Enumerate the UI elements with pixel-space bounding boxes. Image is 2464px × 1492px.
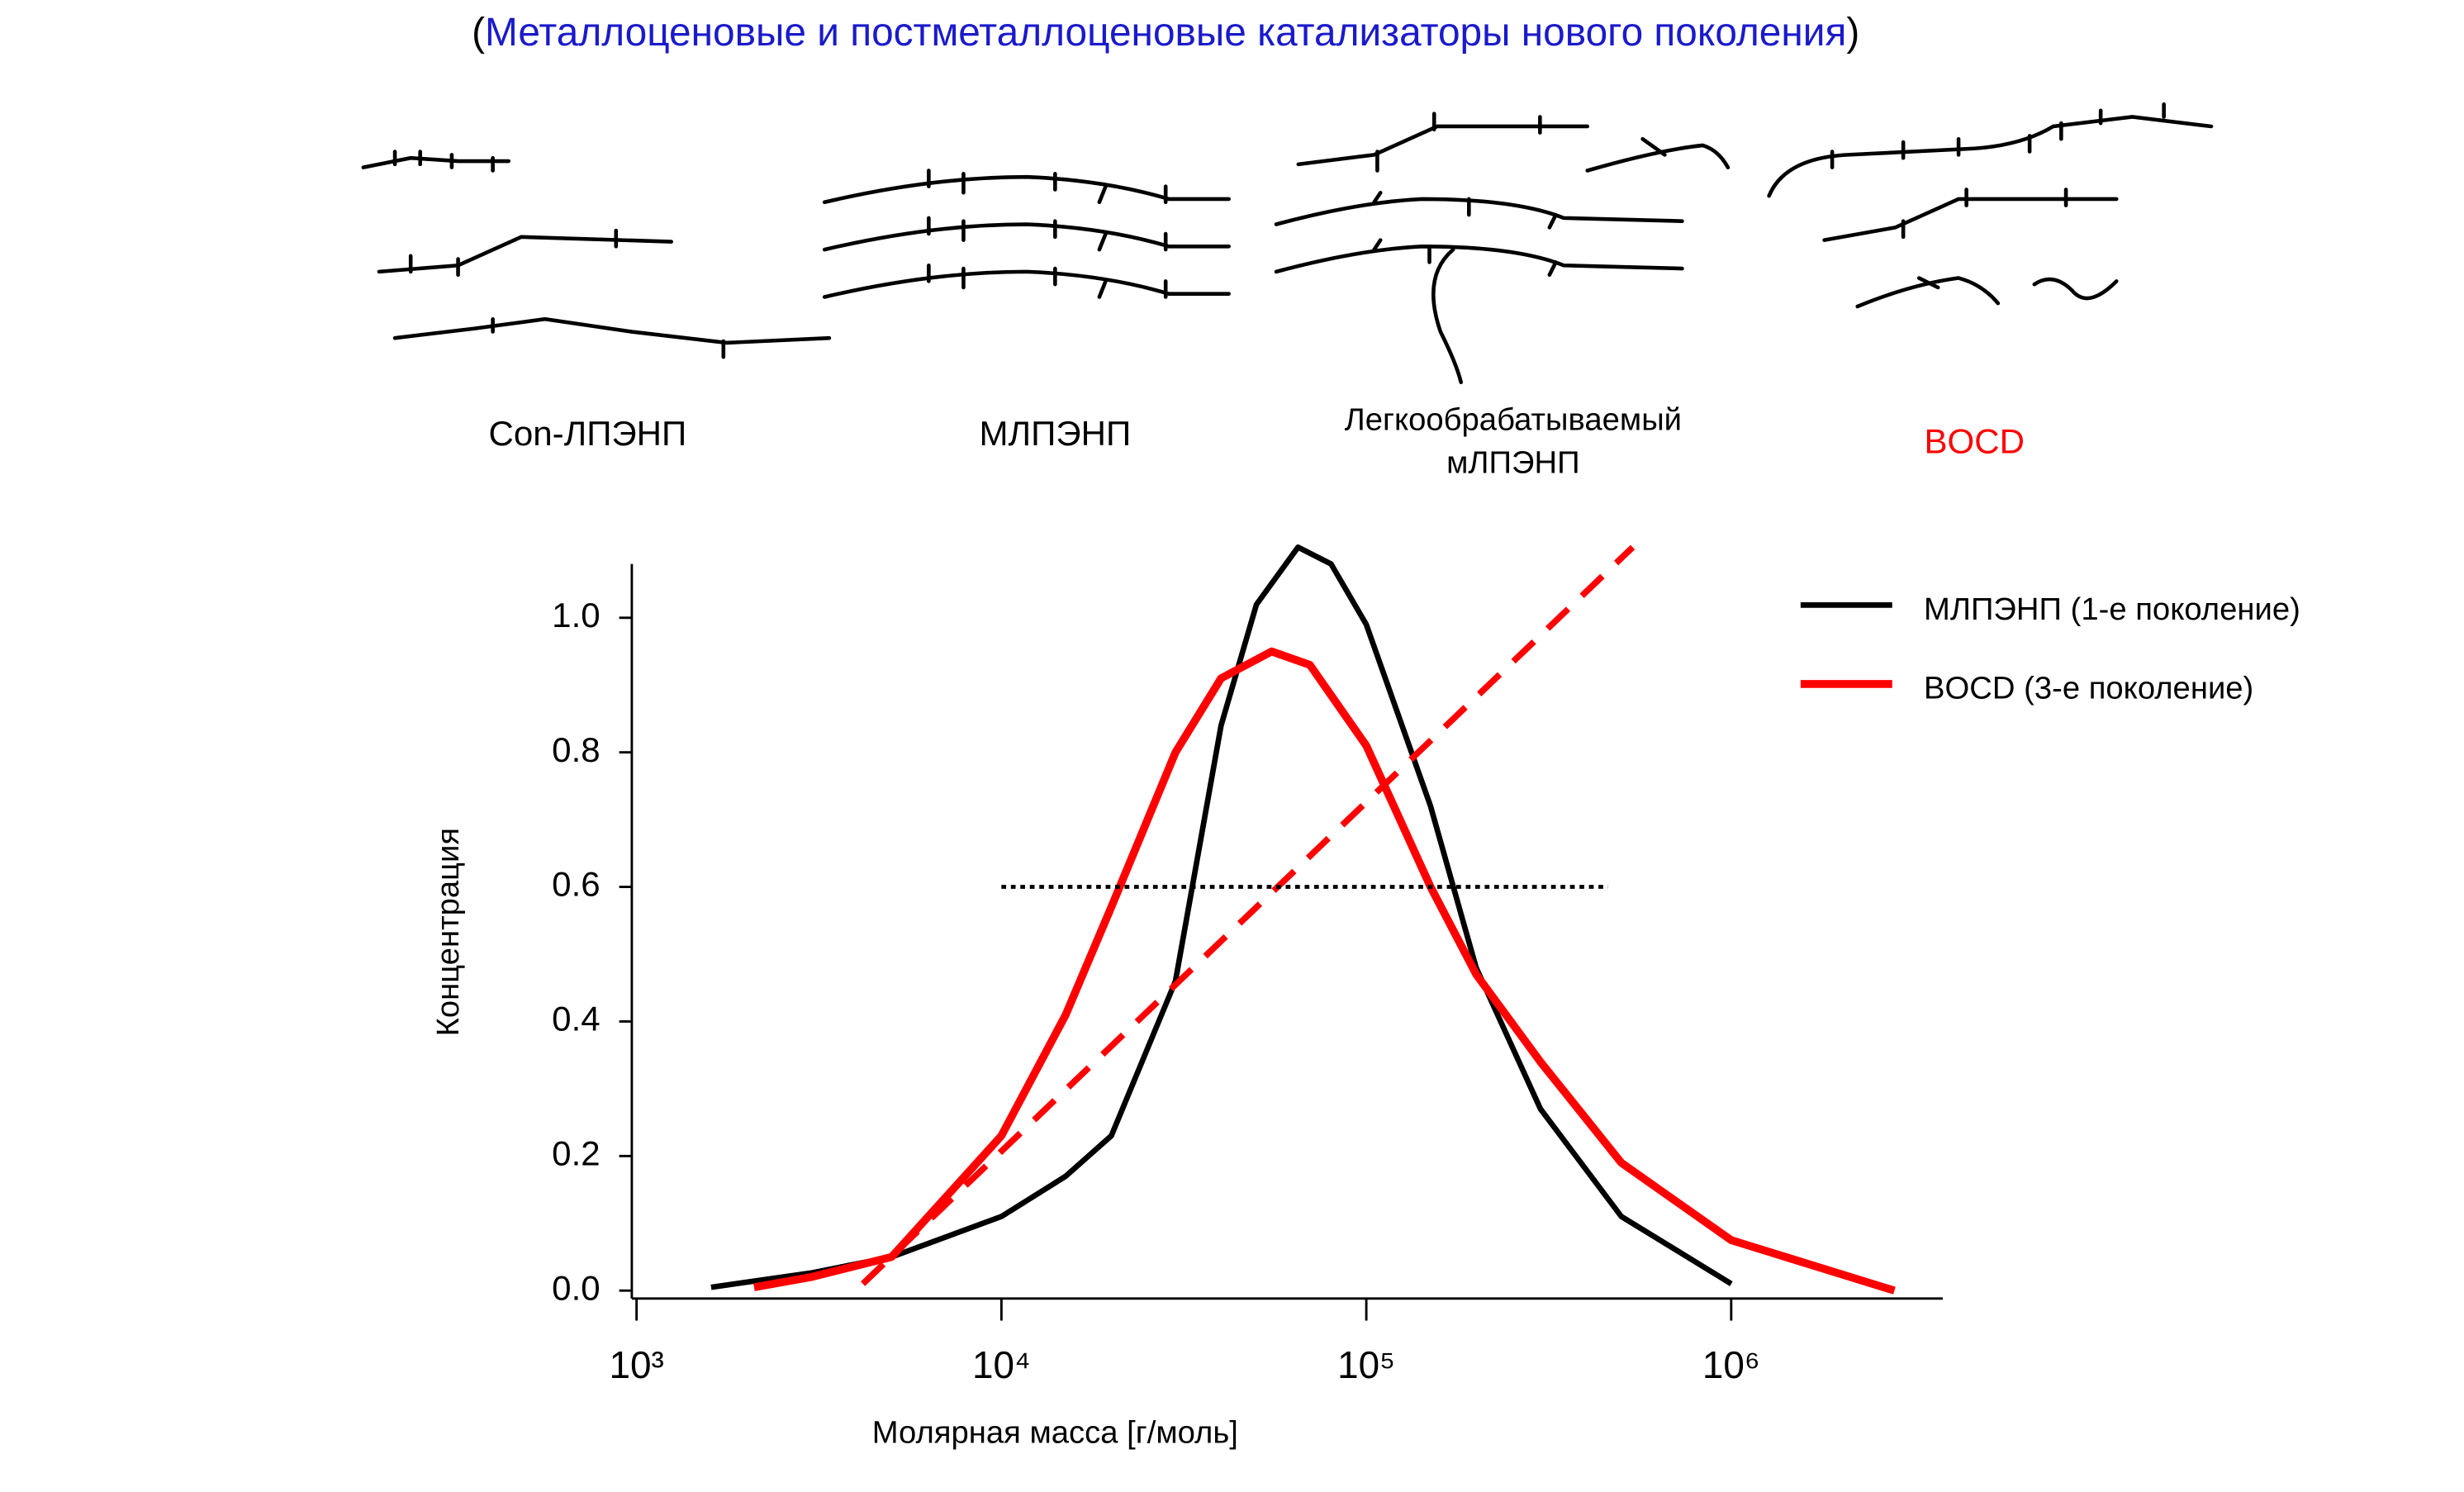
paren: ( — [472, 11, 485, 55]
series-line — [710, 544, 1733, 1290]
y-tick-label: 0.0 — [552, 1268, 600, 1307]
structure-label: МЛПЭНП — [980, 414, 1132, 453]
x-axis-label: Молярная масса [г/моль] — [872, 1414, 1238, 1450]
x-tick-label: 10⁴ — [972, 1343, 1031, 1386]
structure-label: BOCD — [1924, 421, 2024, 460]
y-axis-label: Концентрация — [430, 828, 466, 1037]
series-line — [753, 647, 1896, 1295]
title-text: Металлоценовые и постметаллоценовые ката… — [485, 11, 1846, 55]
y-tick-label: 0.2 — [552, 1133, 600, 1172]
x-tick-label: 10⁵ — [1337, 1343, 1395, 1386]
structures: Con-ЛПЭНП МЛПЭНП Легкообрабатываемый мЛП… — [361, 102, 2214, 480]
paren: ) — [1846, 11, 1859, 55]
header-title: (Металлоценовые и постметаллоценовые кат… — [472, 11, 1859, 55]
easy-mlldpe-sketch — [1274, 112, 1730, 385]
y-tick-label: 0.6 — [552, 865, 600, 904]
legend-label: МЛПЭНП (1-е поколение) — [1924, 592, 2300, 627]
structure-label: мЛПЭНП — [1446, 444, 1579, 480]
series-line — [860, 544, 1636, 1286]
bocd-sketch — [1767, 102, 2214, 309]
legend-label: BOCD (3-е поколение) — [1924, 671, 2253, 706]
y-tick-label: 0.8 — [552, 730, 600, 769]
structure-label: Легкообрабатываемый — [1345, 402, 1682, 438]
y-tick-label: 1.0 — [552, 596, 600, 634]
x-tick-label: 10⁶ — [1702, 1343, 1760, 1386]
y-tick-label: 0.4 — [552, 1000, 600, 1038]
mlldpe-sketch — [822, 169, 1231, 299]
x-tick-label: 10³ — [609, 1343, 663, 1386]
structure-label: Con-ЛПЭНП — [488, 414, 686, 453]
con-lldpe-sketch — [361, 150, 832, 359]
